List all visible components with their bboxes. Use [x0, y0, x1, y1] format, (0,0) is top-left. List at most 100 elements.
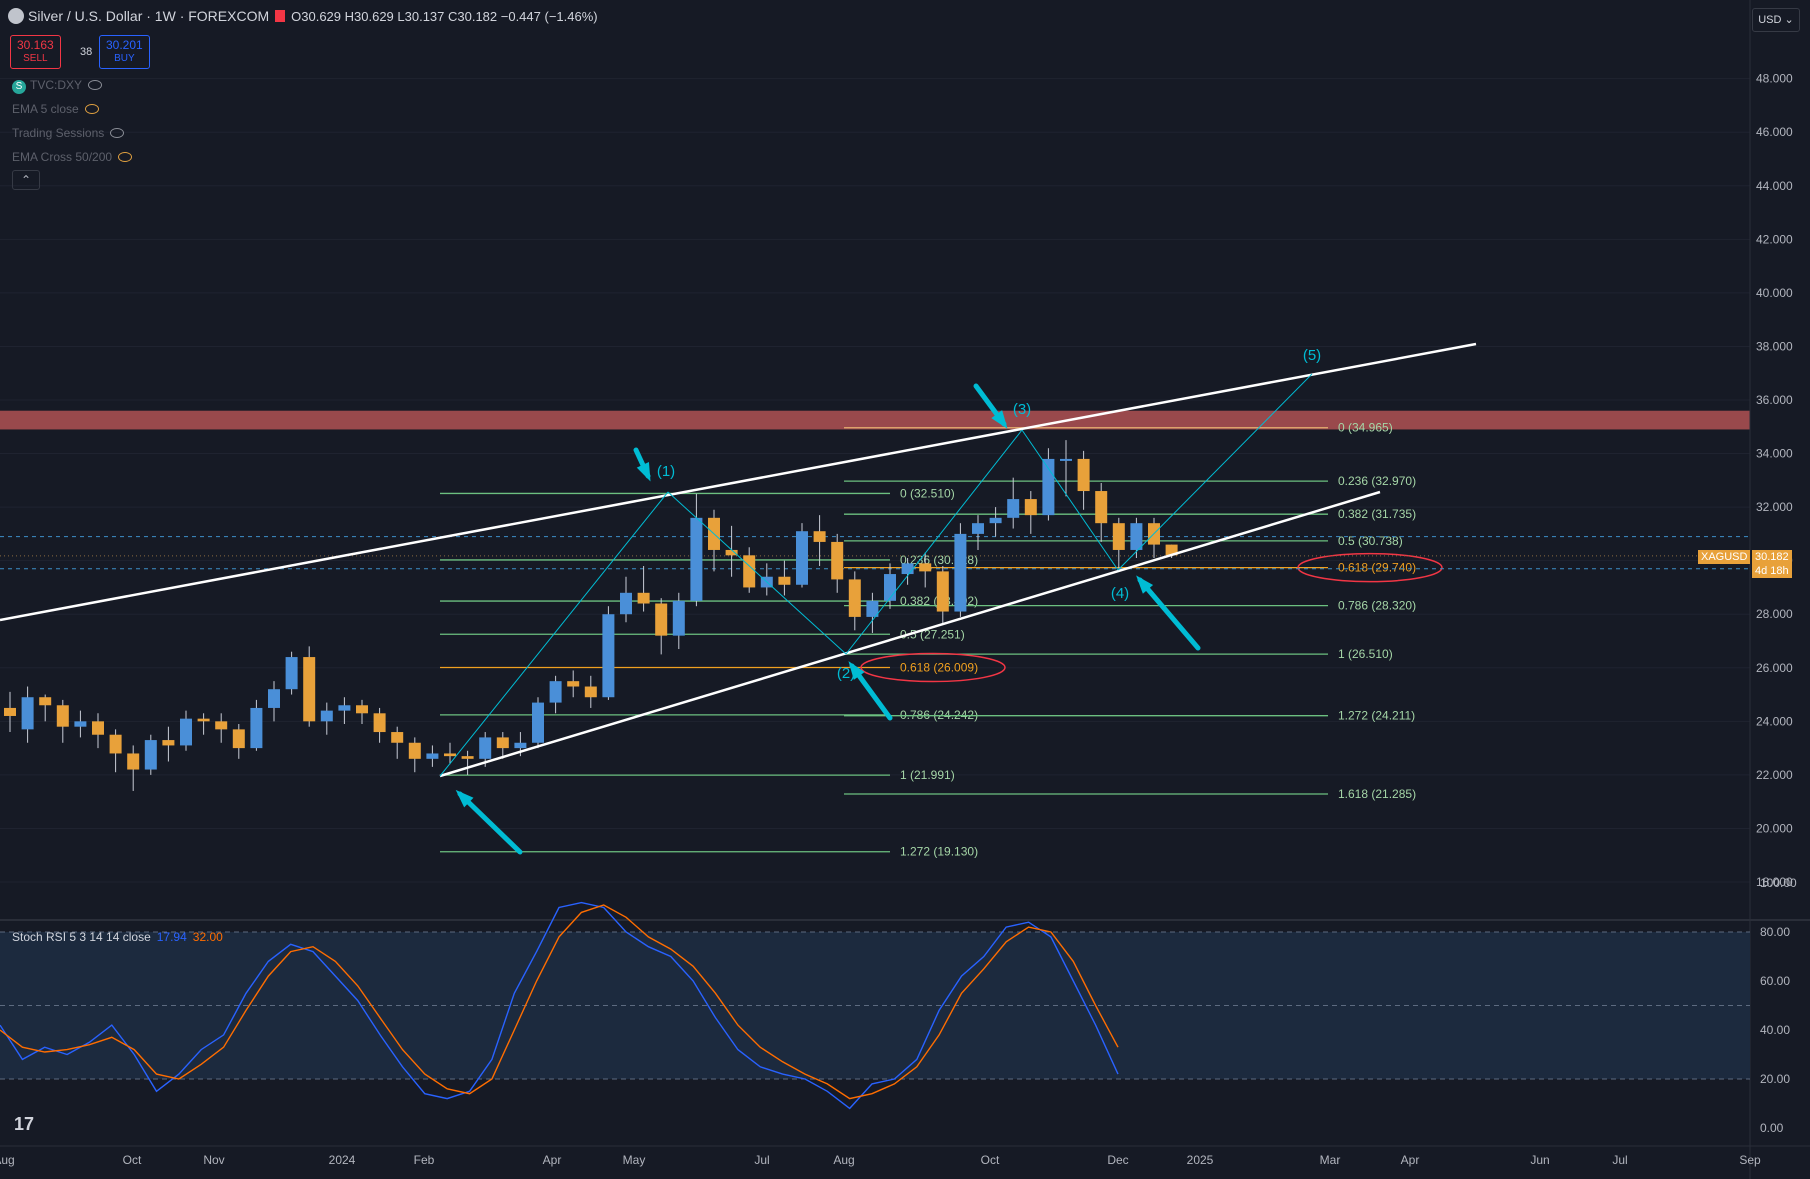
candle-body [496, 737, 509, 749]
candle-body [479, 737, 492, 759]
fib-levels: 0 (32.510)0.236 (30.028)0.382 (28.492)0.… [0, 421, 1750, 859]
arrow-head-icon [991, 410, 1008, 429]
price-tick: 46.000 [1756, 125, 1793, 139]
time-tick: 2025 [1187, 1153, 1214, 1167]
time-tick: Sep [1739, 1153, 1761, 1167]
eye-hidden-icon[interactable] [110, 128, 125, 138]
price-tick: 38.000 [1756, 339, 1793, 353]
wave-label: (1) [657, 463, 675, 480]
price-tick: 26.000 [1756, 661, 1793, 675]
eye-hidden-icon[interactable] [88, 80, 103, 90]
candle-body [690, 517, 703, 601]
fib-label: 1.272 (24.211) [1338, 709, 1415, 723]
price-tick: 24.000 [1756, 714, 1793, 728]
time-tick: Nov [203, 1153, 224, 1167]
market-flag-icon [275, 10, 286, 22]
candle-body [215, 721, 228, 730]
wave-segment [439, 491, 669, 777]
candle-body [672, 600, 685, 636]
chevron-down-icon: ⌄ [1784, 14, 1794, 26]
fib-label: 1.618 (21.285) [1338, 787, 1416, 801]
candle-body [92, 721, 104, 735]
indicator-trading-sessions[interactable]: Trading Sessions [12, 126, 125, 140]
candle-body [180, 718, 192, 746]
candle-body [56, 705, 69, 727]
time-tick: 2024 [329, 1153, 356, 1167]
time-axis[interactable]: Aug Oct Nov 2024 Feb Apr May Jul Aug Oct Dec 2025 Ma… [0, 1145, 1810, 1167]
ohlc-values: O30.629 H30.629 L30.137 C30.182 −0.447 (… [291, 9, 598, 24]
candle-body [391, 732, 404, 743]
highlight-ellipse [1297, 552, 1443, 583]
sell-button[interactable]: 30.163 SELL [10, 35, 61, 69]
grid-lines [0, 78, 1750, 883]
candle-body [796, 531, 808, 585]
candle-body [1095, 491, 1108, 524]
price-tick: 20.000 [1756, 821, 1793, 835]
candle-body [954, 533, 967, 612]
time-tick: Mar [1320, 1153, 1341, 1167]
candle-body [285, 657, 298, 690]
eye-hidden-icon[interactable] [84, 104, 99, 114]
silver-icon [8, 8, 24, 24]
candle-body [197, 718, 210, 722]
buy-button[interactable]: 30.201 BUY [99, 35, 150, 69]
price-axis[interactable]: 48.000 46.000 44.000 42.000 40.000 38.000 36.0… [1749, 0, 1793, 1179]
time-tick: Oct [123, 1153, 142, 1167]
candle-body [127, 753, 140, 770]
candle-body [901, 563, 914, 575]
candle-body [444, 753, 456, 757]
eye-hidden-icon[interactable] [118, 152, 133, 162]
candle-body [268, 689, 280, 708]
time-tick: Jun [1530, 1153, 1549, 1167]
candle-body [162, 740, 175, 746]
candle-body [338, 705, 351, 711]
spread-value: 38 [80, 46, 93, 58]
sell-label: SELL [23, 53, 48, 64]
stoch-tick: 100.00 [1760, 876, 1797, 890]
indicator-label: EMA Cross 50/200 [12, 150, 113, 164]
time-tick: Apr [1401, 1153, 1420, 1167]
stoch-tick: 0.00 [1760, 1121, 1784, 1135]
candle-body [1060, 458, 1072, 461]
buy-label: BUY [114, 53, 135, 64]
price-tick: 40.000 [1756, 286, 1793, 300]
indicator-ema-cross[interactable]: EMA Cross 50/200 [12, 150, 133, 164]
indicator-ema5[interactable]: EMA 5 close [12, 102, 99, 116]
candle-body [884, 574, 896, 601]
candle-body [1077, 458, 1090, 492]
tradingview-logo: 17 [14, 1114, 35, 1134]
d-value: 32.00 [192, 930, 223, 944]
candle-body [919, 563, 932, 572]
candle-body [373, 713, 386, 733]
stoch-tick: 80.00 [1760, 925, 1790, 939]
candle-body [655, 603, 668, 636]
candle-body [144, 740, 157, 770]
resistance-zone [0, 410, 1750, 430]
oscillator-legend[interactable]: Stoch RSI 5 3 14 14 close 17.94 32.00 [12, 930, 223, 944]
upper-channel-line [0, 342, 1477, 622]
stoch-tick: 60.00 [1760, 974, 1790, 988]
elliott-waves: (1) (2) (3) (4) (5) [455, 347, 1321, 855]
arrow-icon [1137, 577, 1201, 651]
currency-button[interactable]: USD ⌄ [1752, 8, 1800, 32]
wave-segment [1117, 373, 1313, 571]
time-tick: Dec [1107, 1153, 1128, 1167]
arrow-head-icon [455, 789, 474, 808]
lower-channel-line [439, 490, 1381, 778]
highlight-ellipse [860, 652, 1006, 683]
candle-body [250, 707, 263, 749]
time-tick: Feb [414, 1153, 435, 1167]
candle-body [39, 697, 52, 706]
stoch-tick: 20.00 [1760, 1072, 1790, 1086]
candle-body [602, 614, 615, 698]
candle-body [584, 686, 597, 698]
indicator-dxy[interactable]: S TVC:DXY [12, 78, 103, 94]
candle-body [620, 592, 632, 615]
candle-body [303, 657, 316, 722]
collapse-indicators-button[interactable]: ⌃ [12, 170, 40, 190]
candle-body [4, 707, 16, 716]
sell-price: 30.163 [17, 38, 54, 52]
wave-label: (5) [1303, 347, 1321, 364]
candle-body [1165, 544, 1178, 556]
